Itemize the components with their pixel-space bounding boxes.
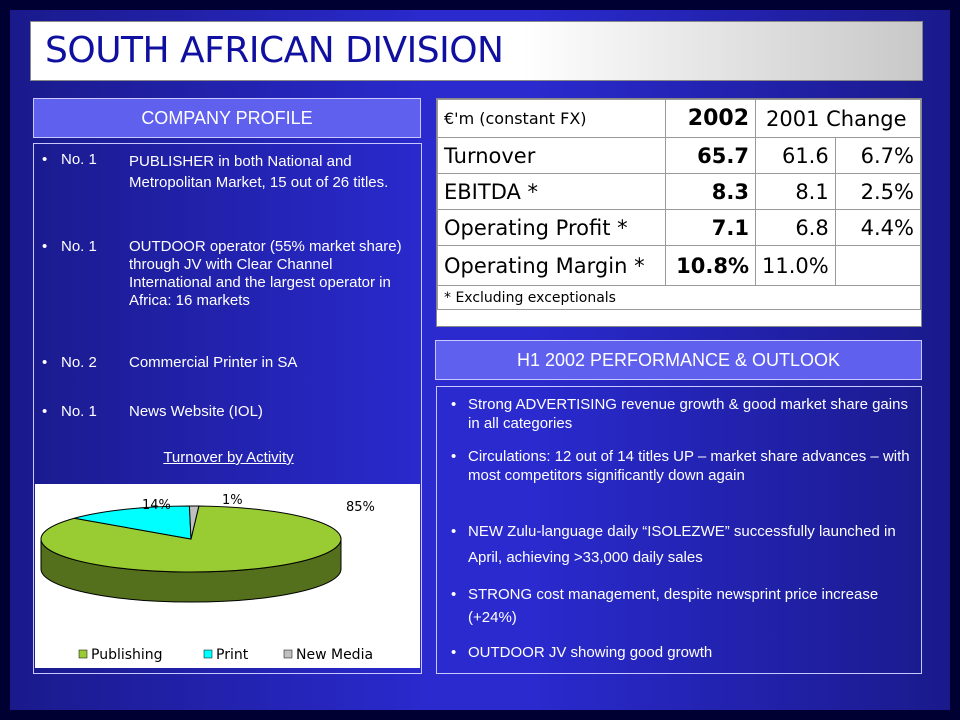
col-2002: 2002 [665, 99, 756, 138]
value-change: 2.5% [834, 173, 922, 210]
title-bar: SOUTH AFRICAN DIVISION [30, 21, 923, 81]
outlook-text: Strong ADVERTISING revenue growth & good… [468, 396, 908, 432]
legend-label-publishing: Publishing [91, 647, 163, 663]
row-label: Operating Profit * [437, 209, 666, 246]
value-change: 6.7% [834, 137, 922, 174]
page-title: SOUTH AFRICAN DIVISION [45, 30, 504, 71]
pie-slice-new-media [188, 505, 200, 540]
value-2001: 11.0% [755, 245, 836, 286]
value-2002: 65.7 [665, 137, 756, 174]
financial-table: €'m (constant FX) 2002 2001 Change Turno… [436, 98, 922, 327]
profile-text: OUTDOOR operator (55% market share) thro… [129, 238, 402, 309]
outlook-text: Circulations: 12 out of 14 titles UP – m… [468, 448, 910, 484]
footnote: * Excluding exceptionals [437, 285, 921, 310]
bullet-icon: • [451, 523, 457, 540]
pie-label-print: 14% [142, 498, 171, 513]
row-label: Operating Margin * [437, 245, 666, 286]
legend-label-print: Print [216, 647, 249, 663]
bullet-icon: • [451, 448, 457, 465]
pie-label-new-media: 1% [222, 493, 243, 508]
profile-rank: No. 1 [61, 403, 97, 420]
bullet-icon: • [42, 151, 48, 168]
legend-swatch-publishing [78, 649, 88, 659]
chart-title: Turnover by Activity [163, 449, 294, 466]
outlook-text: NEW Zulu-language daily “ISOLEZWE” succe… [468, 523, 896, 566]
pie-slice-print [74, 505, 192, 540]
profile-text: News Website (IOL) [129, 403, 263, 420]
performance-outlook-header: H1 2002 PERFORMANCE & OUTLOOK [435, 340, 922, 380]
value-change [834, 245, 922, 286]
table-row: Operating Profit * 7.1 6.8 4.4% [437, 209, 922, 246]
company-profile-header: COMPANY PROFILE [33, 98, 421, 138]
row-label: EBITDA * [437, 173, 666, 210]
bullet-icon: • [451, 396, 457, 413]
value-2002: 10.8% [665, 245, 756, 286]
table-row: Turnover 65.7 61.6 6.7% [437, 137, 922, 174]
bullet-icon: • [451, 586, 457, 603]
unit-label: €'m (constant FX) [437, 99, 666, 138]
company-profile-panel: • No. 1 PUBLISHER in both National and M… [33, 143, 422, 674]
legend-label-new-media: New Media [296, 647, 373, 663]
table-row: EBITDA * 8.3 8.1 2.5% [437, 173, 922, 210]
pie-label-publishing: 85% [346, 500, 375, 515]
bullet-icon: • [451, 644, 457, 661]
pie-chart: 85% 14% 1% Publishing Print New Media [35, 484, 420, 668]
col-2001-change: 2001 Change [755, 99, 921, 138]
profile-text: PUBLISHER in both National and Metropoli… [129, 153, 389, 191]
profile-text: Commercial Printer in SA [129, 354, 298, 371]
profile-rank: No. 1 [61, 238, 97, 255]
table-row: Operating Margin * 10.8% 11.0% [437, 245, 922, 286]
outlook-text: STRONG cost management, despite newsprin… [468, 586, 879, 626]
value-change: 4.4% [834, 209, 922, 246]
value-2002: 7.1 [665, 209, 756, 246]
table-header-row: €'m (constant FX) 2002 2001 Change [437, 99, 921, 138]
performance-outlook-panel: • Strong ADVERTISING revenue growth & go… [436, 386, 922, 674]
bullet-icon: • [42, 403, 48, 420]
profile-rank: No. 1 [61, 151, 97, 168]
row-label: Turnover [437, 137, 666, 174]
bullet-icon: • [42, 354, 48, 371]
table-footnote-row: * Excluding exceptionals [437, 285, 921, 310]
outlook-text: OUTDOOR JV showing good growth [468, 644, 713, 661]
value-2001: 6.8 [755, 209, 836, 246]
legend-swatch-print [203, 649, 213, 659]
bullet-icon: • [42, 238, 48, 255]
value-2001: 8.1 [755, 173, 836, 210]
value-2001: 61.6 [755, 137, 836, 174]
profile-rank: No. 2 [61, 354, 97, 371]
value-2002: 8.3 [665, 173, 756, 210]
legend-swatch-new-media [283, 649, 293, 659]
